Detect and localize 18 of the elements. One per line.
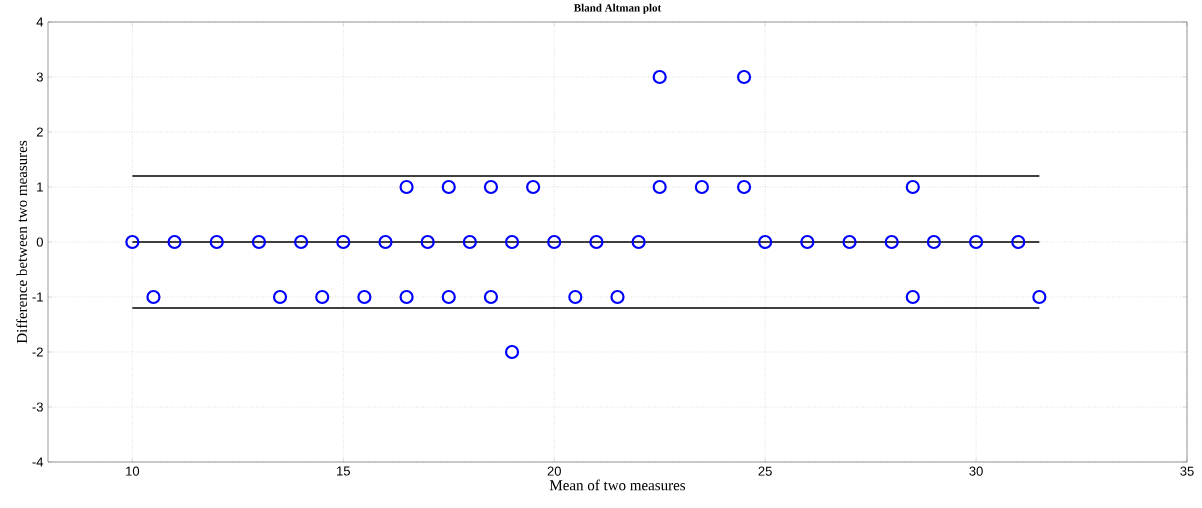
chart-title: Bland Altman plot xyxy=(573,3,662,14)
y-axis-title: Difference between two measures xyxy=(16,140,28,344)
y-tick-label: 4 xyxy=(36,17,44,27)
y-tick-label: -1 xyxy=(32,292,43,302)
y-tick-label: 0 xyxy=(36,237,43,247)
y-tick-label: -4 xyxy=(32,457,44,467)
x-tick-label: 30 xyxy=(969,466,983,476)
y-tick-label: 3 xyxy=(36,72,43,82)
x-tick-label: 20 xyxy=(547,466,561,476)
y-tick-label: 2 xyxy=(36,127,43,137)
x-tick-label: 10 xyxy=(126,466,140,476)
y-tick-label: -3 xyxy=(32,402,43,412)
x-axis-title: Mean of two measures xyxy=(549,479,686,491)
x-tick-label: 35 xyxy=(1180,466,1194,476)
x-tick-label: 25 xyxy=(758,466,772,476)
y-tick-label: -2 xyxy=(32,347,43,357)
x-tick-label: 15 xyxy=(337,466,350,476)
y-tick-label: 1 xyxy=(37,182,43,192)
